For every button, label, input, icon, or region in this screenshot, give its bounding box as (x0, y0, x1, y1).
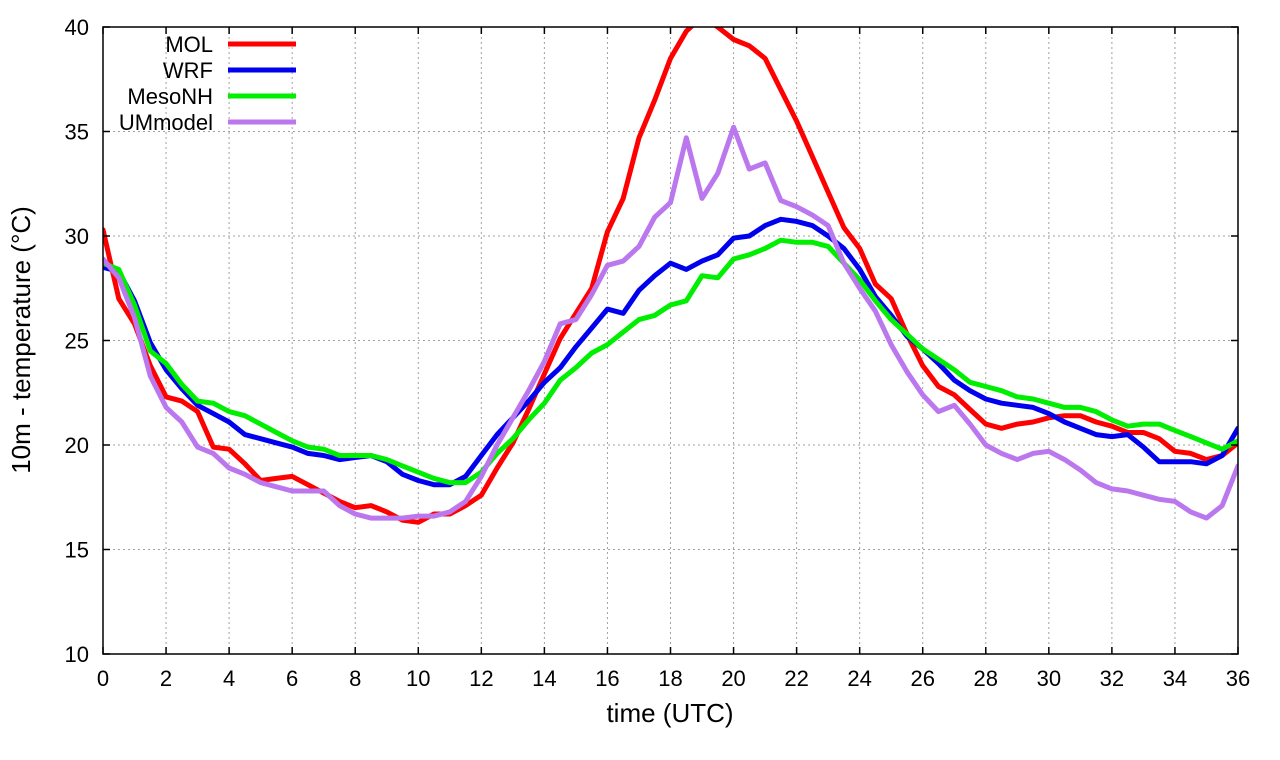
x-tick-label-12: 12 (469, 666, 493, 691)
x-tick-label-30: 30 (1037, 666, 1061, 691)
x-tick-label-26: 26 (910, 666, 934, 691)
axis-ticks: 0 2 4 6 8 10 12 14 16 18 20 22 24 26 28 30 32 34 361015202… (65, 15, 1251, 691)
legend-label-mol: MOL (165, 32, 213, 57)
y-tick-label-30: 30 (65, 224, 89, 249)
x-tick-label-34: 34 (1163, 666, 1187, 691)
legend-label-wrf: WRF (163, 58, 213, 83)
y-axis-title: 10m - temperature (°C) (6, 206, 36, 474)
grid (103, 27, 1238, 654)
x-tick-label-4: 4 (223, 666, 235, 691)
x-tick-label-0: 0 (97, 666, 109, 691)
series-line-ummodel (103, 124, 1238, 521)
y-tick-label-35: 35 (65, 120, 89, 145)
x-axis-title: time (UTC) (606, 698, 733, 728)
series-line-mesonh (103, 237, 1238, 486)
legend-label-ummodel: UMmodel (119, 110, 213, 135)
x-tick-label-36: 36 (1226, 666, 1250, 691)
x-tick-label-14: 14 (532, 666, 556, 691)
y-tick-label-20: 20 (65, 433, 89, 458)
y-tick-label-10: 10 (65, 642, 89, 667)
x-tick-label-24: 24 (847, 666, 871, 691)
x-tick-label-18: 18 (658, 666, 682, 691)
y-tick-label-40: 40 (65, 15, 89, 40)
x-tick-label-28: 28 (974, 666, 998, 691)
x-tick-label-2: 2 (160, 666, 172, 691)
x-tick-label-10: 10 (406, 666, 430, 691)
x-tick-label-32: 32 (1100, 666, 1124, 691)
series-line-wrf (103, 216, 1238, 488)
x-tick-label-6: 6 (286, 666, 298, 691)
y-tick-label-25: 25 (65, 329, 89, 354)
x-tick-label-16: 16 (595, 666, 619, 691)
legend-label-mesonh: MesoNH (127, 84, 213, 109)
x-tick-label-22: 22 (784, 666, 808, 691)
x-tick-label-20: 20 (721, 666, 745, 691)
series-line-mol (103, 27, 1238, 525)
series-lines (103, 27, 1238, 525)
y-tick-label-15: 15 (65, 538, 89, 563)
x-tick-label-8: 8 (349, 666, 361, 691)
